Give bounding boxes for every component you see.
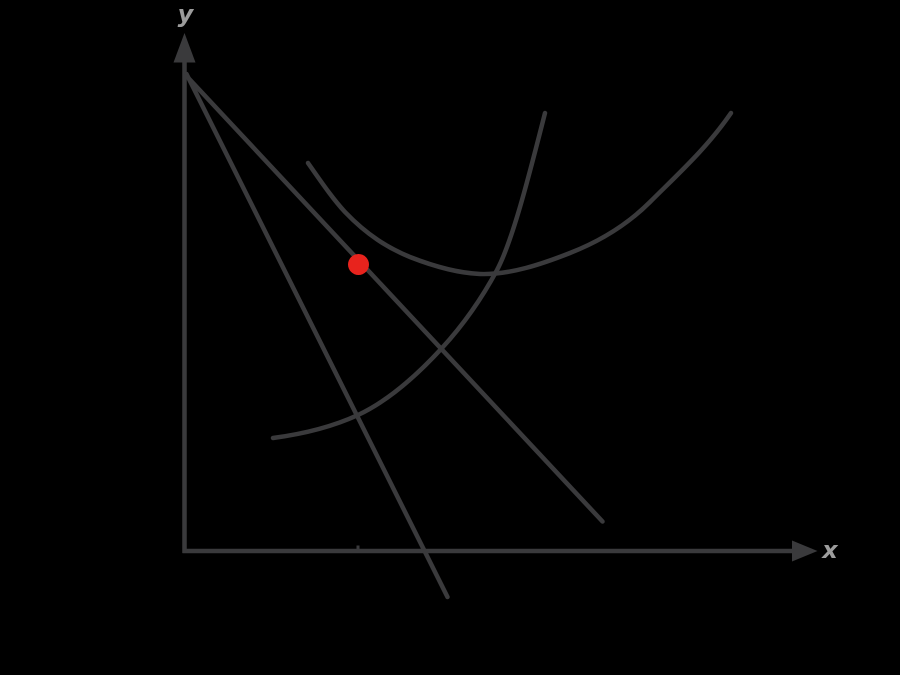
y-axis-label: y — [178, 0, 195, 28]
x-axis-arrowhead — [792, 540, 818, 562]
red-marker-point — [348, 254, 369, 275]
rising-convex-curve — [270, 110, 548, 441]
u-shaped-curve — [305, 110, 734, 277]
y-axis-arrowhead — [173, 33, 196, 63]
x-axis-label: x — [821, 536, 839, 564]
shallow-descending-line — [184, 73, 605, 524]
steep-descending-line — [184, 71, 450, 600]
